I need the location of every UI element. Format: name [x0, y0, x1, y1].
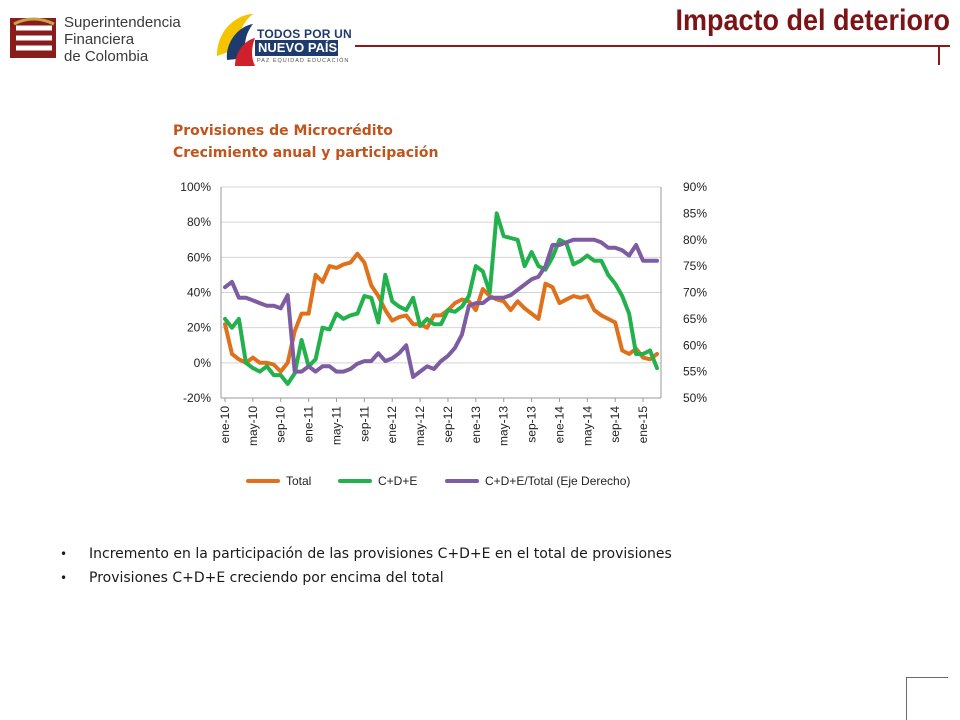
organization-name: Superintendencia Financiera de Colombia [64, 14, 181, 65]
x-tick-label: sep-14 [608, 406, 622, 443]
chart-title-line2: Crecimiento anual y participación [173, 145, 439, 161]
y-left-tick-label: 80% [187, 215, 211, 229]
x-tick-label: ene-13 [469, 406, 483, 444]
corner-mark-horizontal [906, 677, 948, 678]
y-left-tick-label: 20% [187, 321, 211, 335]
gov-logo-line2: NUEVO PAÍS [258, 40, 338, 55]
x-tick-label: ene-12 [385, 406, 399, 444]
bullet-item: • Incremento en la participación de las … [60, 542, 672, 566]
y-left-tick-label: -20% [183, 391, 211, 405]
bullet-icon: • [60, 571, 68, 585]
y-right-tick-label: 65% [683, 312, 707, 326]
y-left-tick-label: 100% [180, 180, 211, 194]
org-name-line: Superintendencia [64, 14, 181, 31]
y-right-tick-label: 50% [683, 391, 707, 405]
series-line-cde [223, 211, 659, 386]
x-tick-label: may-14 [580, 406, 594, 446]
x-tick-label: ene-11 [302, 406, 316, 443]
y-right-tick-label: 60% [683, 338, 707, 352]
bullet-text: Incremento en la participación de las pr… [89, 546, 672, 562]
corner-mark-vertical [906, 677, 907, 720]
x-tick-label: may-10 [246, 406, 260, 446]
legend-label: C+D+E [378, 474, 417, 488]
org-name-line: Financiera [64, 31, 135, 48]
bullet-text: Provisiones C+D+E creciendo por encima d… [89, 570, 444, 586]
superintendencia-logo-icon [10, 17, 56, 58]
y-left-tick-label: 40% [187, 286, 211, 300]
legend-label: Total [286, 474, 311, 488]
header: Superintendencia Financiera de Colombia … [0, 0, 960, 80]
provisions-line-chart: -20% 0% 20% 40% 60% 80% 100% 50% 55% 60% 65% 70% 75%… [180, 180, 707, 488]
series-line-ratio [223, 237, 659, 379]
bullet-item: • Provisiones C+D+E creciendo por encima… [60, 566, 672, 590]
title-divider-tick [938, 45, 940, 65]
y-right-tick-label: 90% [683, 180, 707, 194]
x-tick-label: sep-11 [357, 406, 371, 442]
y-right-tick-label: 55% [683, 365, 707, 379]
gov-logo-line3: PAZ EQUIDAD EDUCACIÓN [257, 58, 350, 64]
bullet-icon: • [60, 547, 68, 561]
chart-title-line1: Provisiones de Microcrédito [173, 123, 393, 139]
y-right-tick-label: 80% [683, 233, 707, 247]
chart-title: Provisiones de Microcrédito Crecimiento … [173, 120, 438, 164]
y-right-tick-label: 75% [683, 259, 707, 273]
bullet-list: • Incremento en la participación de las … [60, 542, 672, 590]
x-tick-label: sep-10 [274, 406, 288, 443]
x-tick-label: may-12 [413, 406, 427, 446]
y-right-tick-label: 70% [683, 286, 707, 300]
x-tick-label: sep-12 [441, 406, 455, 443]
y-left-tick-label: 60% [187, 250, 211, 264]
series-line-total [223, 251, 659, 374]
y-right-tick-label: 85% [683, 206, 707, 220]
gov-logo-box [255, 40, 338, 56]
gov-logo-line1: TODOS POR UN [257, 27, 352, 41]
page-title: Impacto del deterioro [675, 4, 950, 37]
legend-label: C+D+E/Total (Eje Derecho) [485, 474, 630, 488]
x-tick-label: may-11 [329, 406, 343, 445]
x-tick-label: ene-14 [552, 406, 566, 444]
todos-por-un-nuevo-pais-logo-icon [217, 14, 255, 66]
x-tick-label: may-13 [497, 406, 511, 446]
x-tick-label: sep-13 [525, 406, 539, 443]
title-divider [355, 45, 950, 47]
org-name-line: de Colombia [64, 48, 149, 65]
x-tick-label: ene-10 [218, 406, 232, 444]
y-left-tick-label: 0% [194, 356, 212, 370]
x-tick-label: ene-15 [636, 406, 650, 444]
